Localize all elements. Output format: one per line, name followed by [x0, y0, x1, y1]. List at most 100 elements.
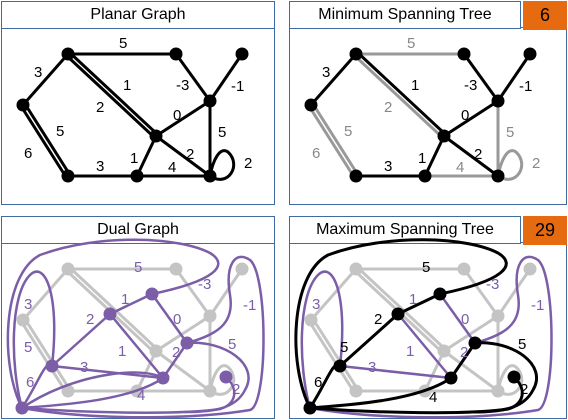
primal-edge: [496, 364, 524, 396]
dual-edge: [20, 376, 165, 410]
dual-vertices: [303, 287, 521, 415]
graph-vertex: [349, 47, 363, 61]
primal-edge: [307, 319, 356, 394]
dual-vertex: [180, 336, 194, 350]
tree-edge: [396, 292, 442, 316]
edge-weight: 3: [384, 158, 392, 175]
primal-edge: [67, 265, 159, 351]
dual-vertex: [303, 401, 317, 415]
graph-vertex: [418, 169, 432, 183]
edge-weight: 1: [121, 291, 129, 308]
graph-vertex: [523, 262, 537, 276]
graph-vertex: [349, 262, 363, 276]
edge-weight: 1: [411, 77, 419, 94]
graph-vertex: [304, 98, 318, 112]
tree-edge: [294, 238, 508, 410]
edge-weight: 2: [460, 344, 468, 361]
graph-edge: [21, 52, 70, 107]
dual-vertex: [507, 370, 521, 384]
dual-vertex: [145, 287, 159, 301]
graph-vertex: [203, 94, 217, 108]
tree-edge: [442, 134, 500, 178]
dual-edge: [438, 292, 477, 345]
dual-vertex: [156, 371, 170, 385]
dual-vertex: [391, 307, 405, 321]
edge-weight: 3: [322, 64, 330, 81]
dual-vertex: [219, 370, 233, 384]
edge-weight: 4: [168, 159, 176, 176]
edge-weight: 4: [429, 389, 437, 406]
primal-edge: [21, 267, 70, 322]
edge-weight: 2: [474, 146, 482, 163]
dual-vertices: [15, 287, 233, 415]
graph-vertex: [130, 169, 144, 183]
primal-edge: [19, 319, 68, 394]
edge-weight: 6: [26, 374, 34, 391]
edge-weight: 5: [422, 259, 430, 276]
edge-weight: 2: [232, 381, 240, 398]
dual-edge: [20, 371, 165, 410]
primal-edge: [208, 364, 236, 396]
edge-weight: -1: [531, 297, 544, 314]
graph-vertex: [491, 169, 505, 183]
primal-edge: [355, 265, 447, 351]
edge-weight: 6: [314, 374, 322, 391]
non-tree-dual-edges: [300, 255, 553, 419]
dual-edge: [108, 312, 165, 380]
graph-vertex: [491, 309, 505, 323]
graph-vertex: [457, 47, 471, 61]
dual-vertex: [333, 359, 347, 373]
edge-weight: 3: [312, 296, 320, 313]
primal-edge: [423, 349, 446, 393]
edge-weight: 5: [340, 339, 348, 356]
graph-vertex: [61, 169, 75, 183]
non-tree-edge: [353, 54, 445, 140]
tree-edge: [308, 376, 453, 410]
graph-vertex: [349, 384, 363, 398]
graph-vertex: [203, 384, 217, 398]
non-tree-edge: [311, 102, 360, 177]
dual-edge: [300, 270, 344, 410]
edge-weight: 1: [123, 77, 131, 94]
graph-vertex: [235, 47, 249, 61]
non-tree-edge: [307, 104, 356, 179]
edge-weight: 5: [506, 124, 514, 141]
graph-vertex: [61, 262, 75, 276]
non-tree-edge: [496, 149, 524, 181]
edge-weight: 5: [518, 336, 526, 353]
edge-weight: -3: [198, 276, 211, 293]
edge-weight: 2: [532, 155, 540, 172]
planar-graph-title: Planar Graph: [1, 1, 275, 29]
primal-edge: [442, 349, 500, 393]
mst-vertices: [304, 47, 537, 183]
dual-edge: [50, 312, 112, 368]
graph-vertex: [203, 169, 217, 183]
edge-weight: 3: [80, 359, 88, 376]
edge-weight: -1: [231, 78, 244, 95]
graph-vertex: [169, 47, 183, 61]
graph-edge: [65, 54, 157, 140]
edge-weight: 1: [406, 343, 414, 360]
primal-edge: [496, 267, 532, 318]
graph-edge: [154, 134, 212, 178]
edge-weight: 1: [409, 291, 417, 308]
dual-vertex: [444, 371, 458, 385]
primal-edge: [135, 349, 158, 393]
tree-edge: [449, 341, 477, 380]
edge-weight: 0: [461, 107, 469, 124]
dual-edge: [50, 364, 165, 380]
graph-vertex: [149, 344, 163, 358]
dual-edge: [396, 312, 453, 380]
dual-edge: [338, 364, 453, 380]
edge-weight: 1: [418, 150, 426, 167]
dual-edge: [183, 341, 250, 414]
edge-weight: 3: [96, 158, 104, 175]
edge-weight: 2: [374, 311, 382, 328]
edge-weight: -3: [464, 77, 477, 94]
edge-weight: 2: [384, 99, 392, 116]
max-tree-weights: 5 3 1 2 -3 -1 6 5 0 5 1 2 3 4 2: [312, 259, 544, 406]
dual-vertex: [468, 336, 482, 350]
graph-vertex: [169, 262, 183, 276]
edge-weight: 2: [520, 381, 528, 398]
primal-edge: [208, 267, 244, 318]
